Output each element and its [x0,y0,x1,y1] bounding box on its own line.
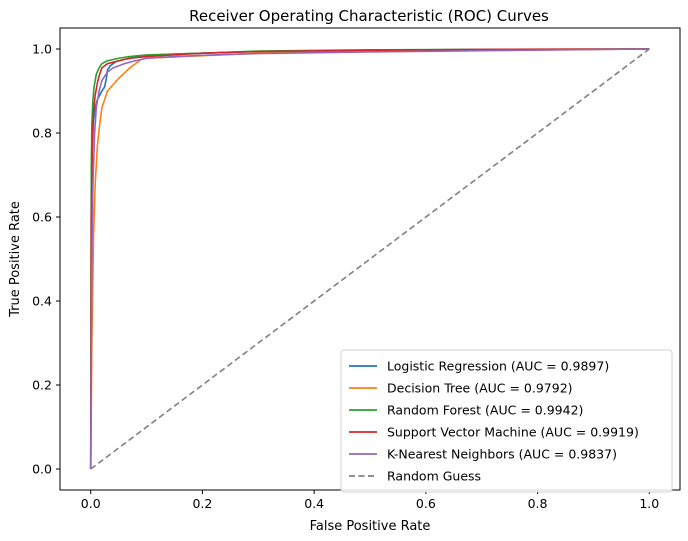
y-tick-label: 0.4 [32,294,52,309]
legend-box [340,349,673,493]
legend: Logistic Regression (AUC = 0.9897) Decisi… [340,349,673,493]
legend-label-1: Decision Tree (AUC = 0.9792) [387,381,573,396]
plot-area [89,48,650,470]
chart-title: Receiver Operating Characteristic (ROC) … [189,7,549,25]
y-tick-label: 0.0 [32,462,52,477]
x-tick-label: 0.4 [304,496,324,511]
series-line-1 [89,48,650,470]
x-axis-label: False Positive Rate [310,519,431,534]
x-tick-label: 0.0 [81,496,101,511]
x-tick-label: 0.6 [416,496,436,511]
x-tick-label: 1.0 [639,496,659,511]
y-tick-label: 0.2 [32,378,52,393]
x-tick-label: 0.2 [192,496,212,511]
legend-label-3: Support Vector Machine (AUC = 0.9919) [387,425,639,440]
x-tick-label: 0.8 [528,496,548,511]
axis-ticks: 0.0 0.2 0.4 0.6 0.8 1.0 0.0 0.2 0.4 0.6 0.8 1.0 [32,42,659,512]
legend-label-0: Logistic Regression (AUC = 0.9897) [387,359,609,374]
y-tick-label: 0.6 [32,210,52,225]
legend-label-5: Random Guess [387,469,481,484]
y-tick-label: 0.8 [32,126,52,141]
series-line-4 [89,48,650,470]
y-tick-label: 1.0 [32,42,52,57]
series-line-5 [90,48,650,470]
y-axis-label: True Positive Rate [8,201,23,318]
legend-label-4: K-Nearest Neighbors (AUC = 0.9837) [387,447,617,462]
series-line-3 [89,48,650,470]
legend-label-2: Random Forest (AUC = 0.9942) [387,403,583,418]
